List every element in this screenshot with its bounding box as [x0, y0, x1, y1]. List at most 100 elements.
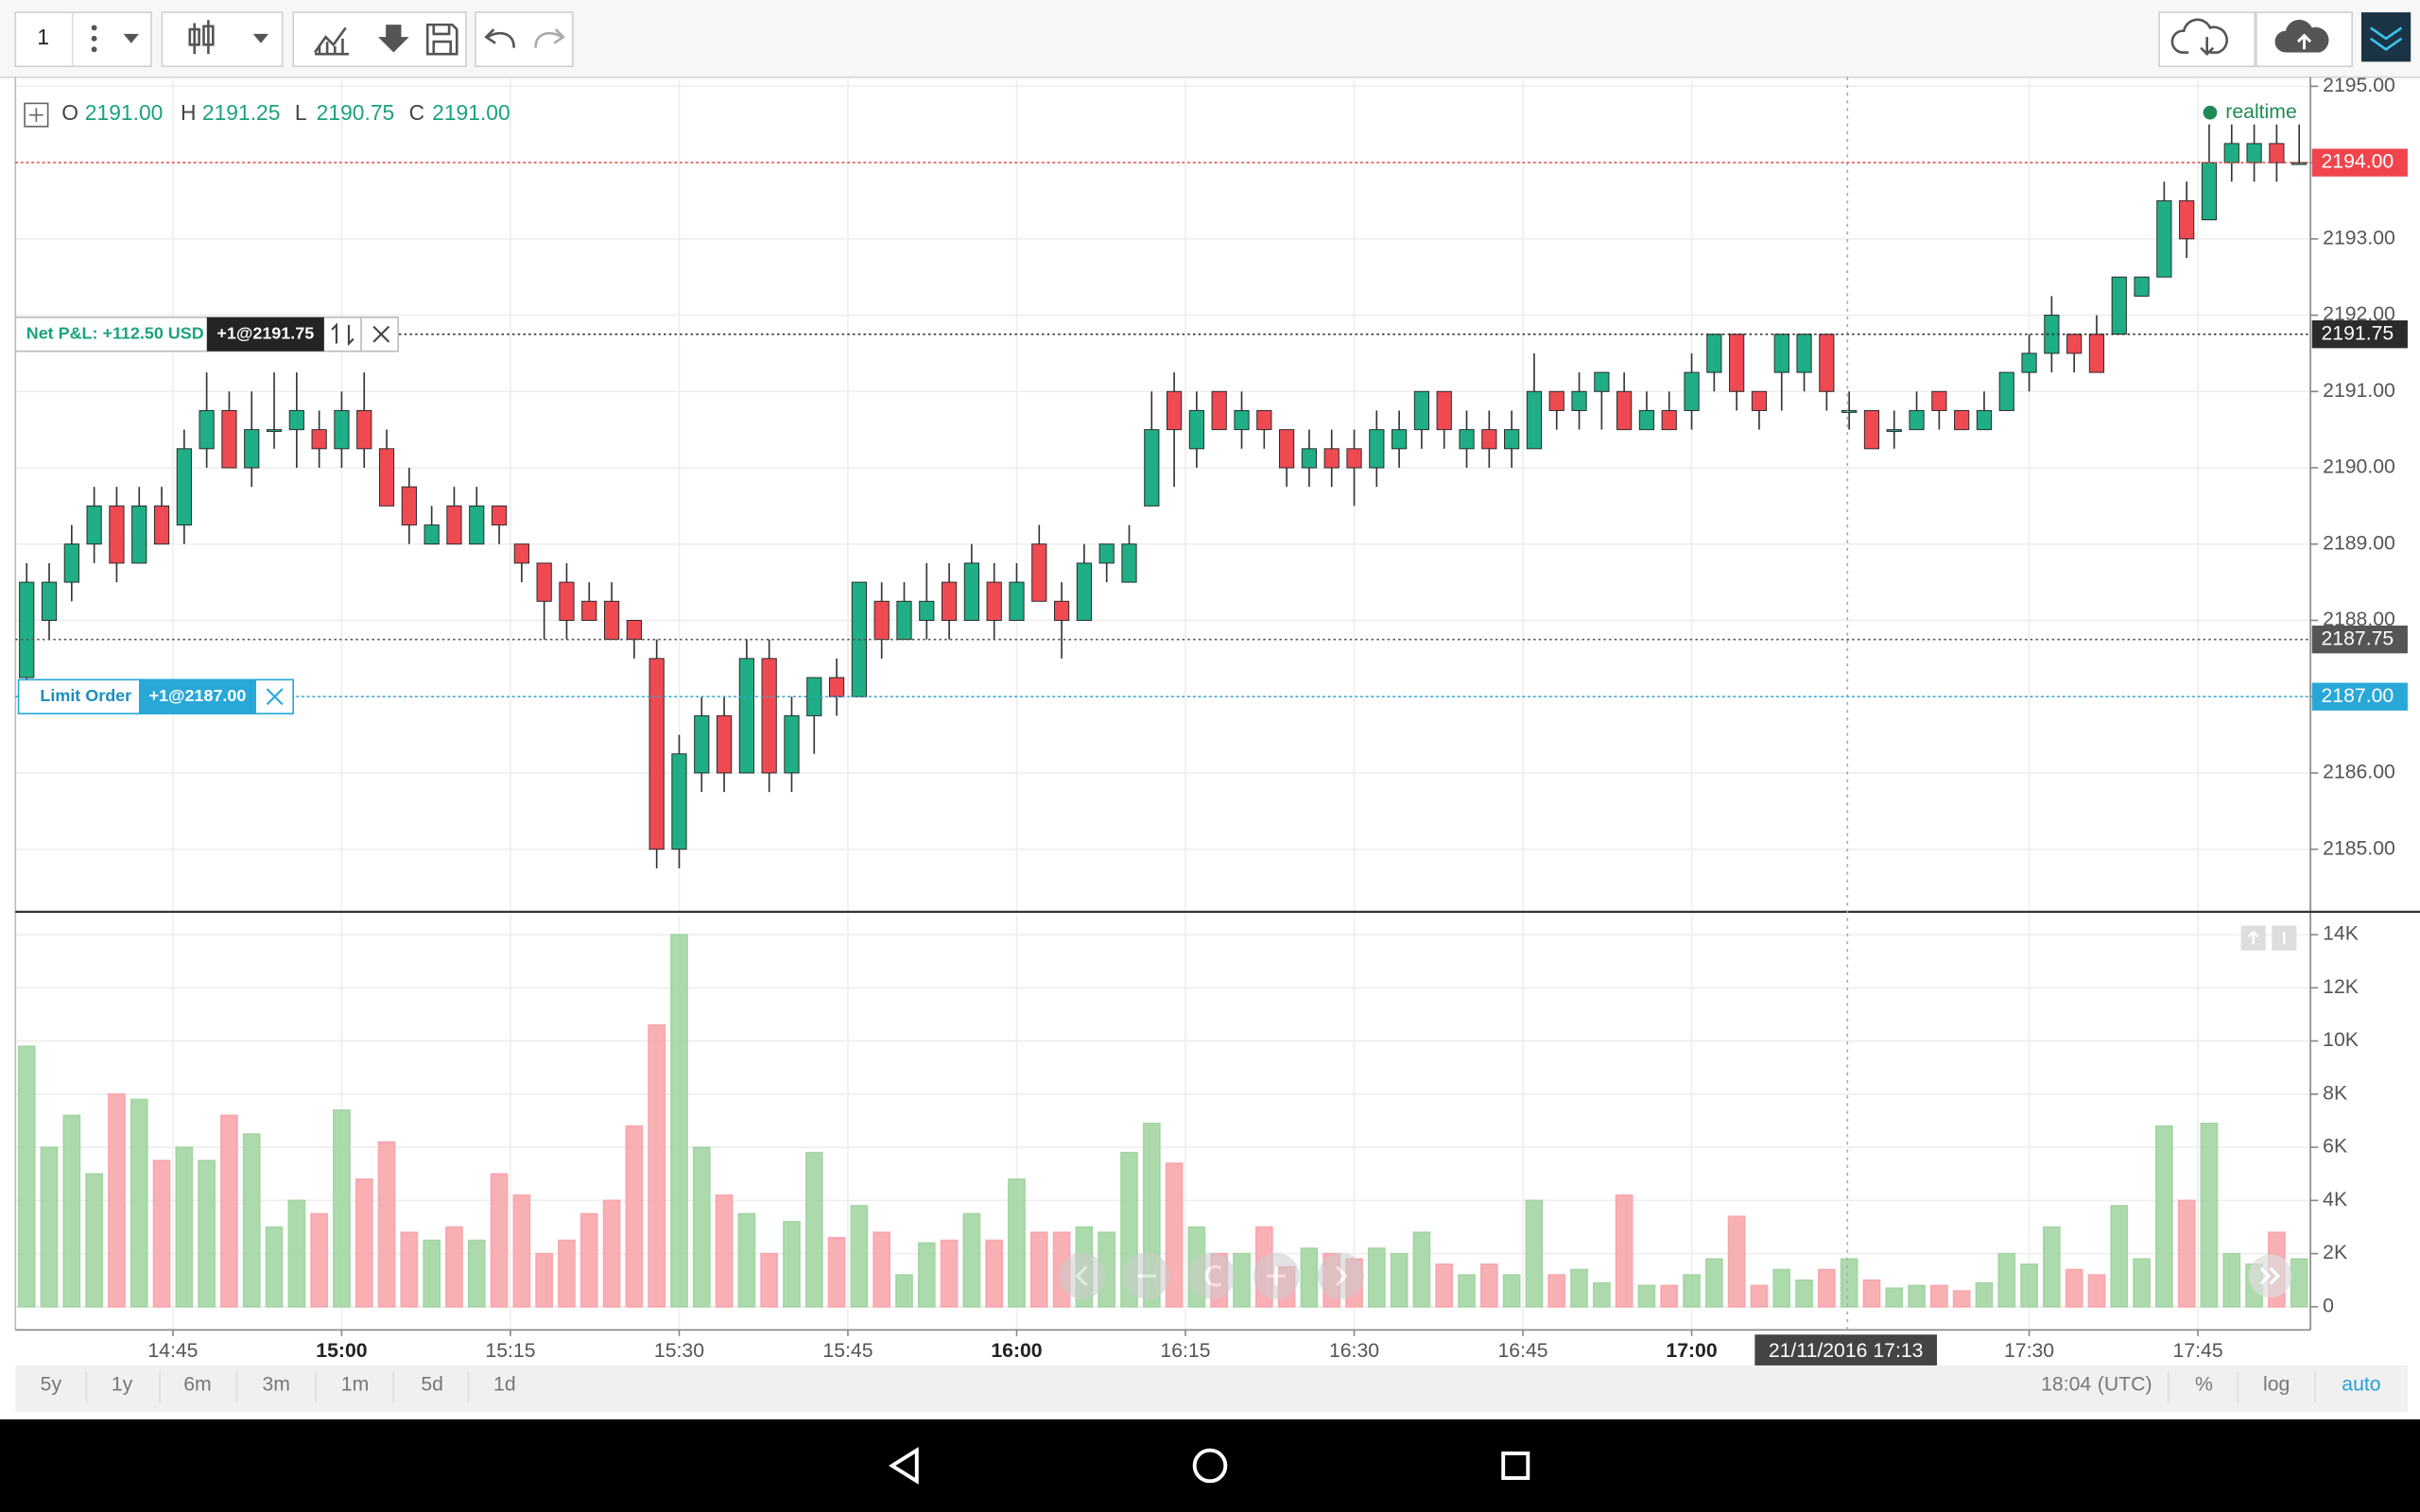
candle-body [446, 505, 462, 545]
volume-bar [40, 1146, 59, 1308]
volume-bar [423, 1239, 441, 1308]
dot [91, 25, 97, 31]
volume-bar [108, 1093, 126, 1308]
nav-right[interactable] [1318, 1252, 1365, 1299]
log-toggle[interactable]: log [2263, 1374, 2290, 1396]
tools-button[interactable] [292, 11, 467, 68]
scroll-icon [2259, 1266, 2281, 1285]
volume-bar [670, 934, 688, 1308]
candle-body [1706, 334, 1722, 373]
candle-body [581, 600, 597, 621]
candle-body [334, 409, 350, 450]
candle-body [1053, 600, 1070, 621]
volume-bar [917, 1242, 936, 1308]
redo-icon [534, 28, 565, 48]
undo-icon [484, 28, 515, 48]
candle-body [1796, 334, 1812, 373]
range-button[interactable]: 1d [493, 1374, 516, 1396]
volume-bar [17, 1045, 36, 1308]
candle-body [1076, 562, 1093, 621]
volume-bar [1683, 1274, 1701, 1308]
candle-body [19, 581, 35, 679]
candle-body [1121, 543, 1137, 583]
chart-type-button[interactable] [161, 11, 284, 68]
x-tick-label: 15:45 [822, 1340, 873, 1362]
footer-timezone[interactable]: (UTC) [2098, 1374, 2152, 1396]
price-label-bg [2311, 625, 2408, 654]
volume-y-tick-label: 2K [2323, 1242, 2347, 1263]
volume-y-tick-label: 0 [2323, 1295, 2334, 1316]
system-nav-bar [0, 1419, 2420, 1512]
volume-bar [737, 1212, 756, 1308]
volume-bar [1750, 1284, 1769, 1308]
range-button[interactable]: 1m [341, 1374, 369, 1396]
candle-body [896, 600, 912, 641]
volume-bar [2020, 1263, 2038, 1308]
volume-y-tick-label: 10K [2323, 1029, 2359, 1051]
range-button[interactable]: 5d [421, 1374, 443, 1396]
candle-body [1661, 409, 1677, 431]
limit-order: +1@2187.00 [149, 686, 247, 705]
nav-left[interactable] [1059, 1252, 1105, 1299]
plus [29, 108, 43, 122]
collapse-button[interactable] [2360, 12, 2411, 62]
toolbar: 1 [0, 0, 2420, 78]
recents-button[interactable] [1501, 1452, 1530, 1481]
candle-body [2156, 199, 2172, 278]
dropdown-arrow [252, 33, 269, 43]
range-button[interactable]: 3m [263, 1374, 290, 1396]
volume-bar [1525, 1199, 1544, 1308]
percent-toggle[interactable]: % [2195, 1374, 2213, 1396]
volume-bar [1660, 1284, 1679, 1308]
ohlc-header: O 2191.00 H 2191.25 L 2190.75 C 2191.00 [61, 100, 510, 125]
ohlc-key: C [409, 100, 425, 125]
home-button[interactable] [1192, 1448, 1228, 1484]
volume-bar [1479, 1263, 1498, 1308]
position-order: +1@2191.75 [216, 323, 314, 342]
download-icon [378, 25, 409, 53]
candle-body [2021, 352, 2037, 373]
reverse-icon[interactable] [331, 322, 354, 347]
candle-body [2246, 143, 2262, 163]
candle-body [469, 505, 485, 545]
volume-bar [1997, 1252, 2016, 1308]
nav-reset[interactable] [1188, 1252, 1236, 1299]
back-button[interactable] [888, 1447, 919, 1485]
volume-bar [130, 1098, 148, 1308]
volume-bar [602, 1199, 621, 1308]
candle-body [716, 714, 733, 774]
candle-body [559, 581, 575, 621]
expand-icon[interactable] [24, 102, 49, 128]
candle-body [2088, 334, 2105, 373]
crosshair-label: 21/11/2016 17:13 [1769, 1340, 1924, 1362]
volume-bar [895, 1274, 913, 1308]
volume-bar [558, 1239, 576, 1308]
ohlc-key: O [61, 100, 78, 125]
ohlc-value: 2190.75 [317, 100, 395, 125]
candle-body [1571, 390, 1587, 411]
close-icon[interactable] [266, 688, 284, 706]
price-label: 2187.75 [2322, 627, 2394, 649]
ohlc-value: 2191.00 [432, 100, 510, 125]
range-button[interactable]: 5y [41, 1374, 62, 1396]
crosshair-label-bg [1754, 1334, 1937, 1369]
volume-bar [715, 1194, 734, 1308]
range-button[interactable]: 1y [112, 1374, 133, 1396]
volume-bar [1952, 1290, 1971, 1308]
range-button[interactable]: 6m [183, 1374, 211, 1396]
volume-bar [287, 1199, 306, 1308]
close-icon[interactable] [372, 325, 390, 343]
candle-body [1346, 448, 1362, 469]
volume-bar [1885, 1287, 1904, 1308]
candle-body [941, 581, 958, 621]
volume-bar [873, 1231, 891, 1308]
x-tick-label: 17:45 [2173, 1340, 2223, 1362]
navigation-controls [1059, 1252, 1365, 1299]
candle-body [1031, 543, 1047, 602]
price-label-bg [2311, 320, 2408, 349]
candle-body [2223, 143, 2239, 163]
dot [91, 35, 97, 42]
volume-bar [1390, 1252, 1409, 1308]
auto-toggle[interactable]: auto [2342, 1374, 2380, 1396]
volume-bar [2110, 1205, 2129, 1308]
